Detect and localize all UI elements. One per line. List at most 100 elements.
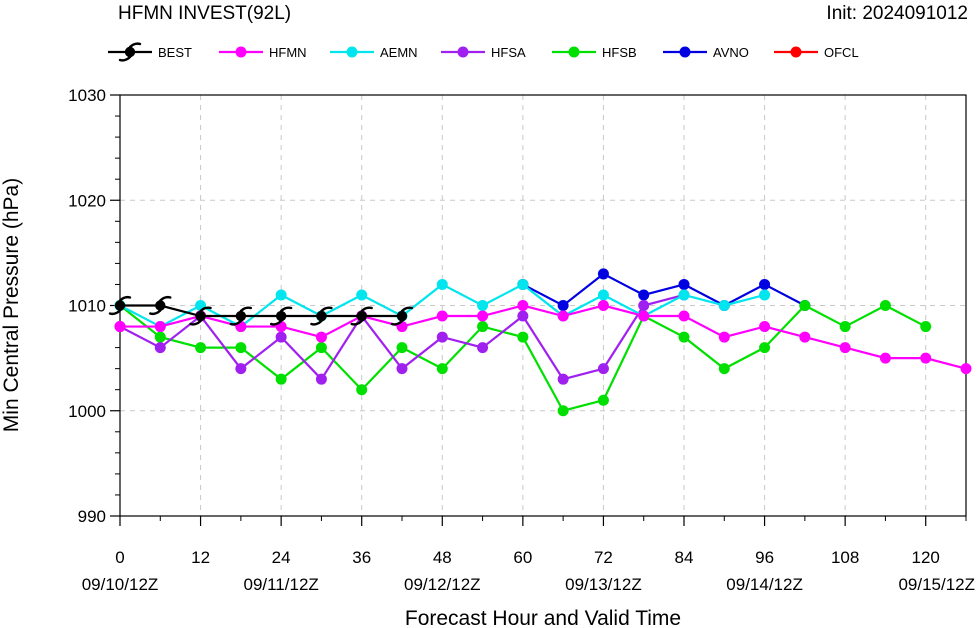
- data-point-avno: [638, 289, 650, 301]
- data-point-hfmn: [759, 321, 771, 333]
- legend-item-hfsb: HFSB: [552, 45, 637, 60]
- data-point-avno: [678, 278, 690, 290]
- data-point-hfsb: [235, 342, 247, 354]
- x-axis-label: Forecast Hour and Valid Time: [405, 607, 681, 628]
- y-tick-label: 990: [78, 507, 106, 526]
- x-tick-label: 120: [912, 548, 940, 567]
- data-point-aemn: [678, 289, 690, 301]
- x-tick-label: 12: [191, 548, 210, 567]
- legend-marker: [790, 46, 802, 58]
- date-label: 09/10/12Z: [82, 575, 159, 594]
- legend-label: AVNO: [713, 45, 749, 60]
- data-point-hfsb: [436, 363, 448, 375]
- data-point-hfsa: [436, 331, 448, 343]
- legend-item-hfsa: HFSA: [441, 45, 526, 60]
- series-line-best: [120, 304, 402, 318]
- data-point-hfsb: [920, 321, 932, 333]
- data-point-hfmn: [154, 321, 166, 333]
- data-point-aemn: [517, 278, 529, 290]
- x-tick-label: 84: [675, 548, 694, 567]
- data-point-hfsb: [879, 300, 891, 311]
- data-point-avno: [759, 278, 771, 290]
- legend: BEST HFMN AEMN HFSA HFSB AVNO OFCL: [108, 42, 859, 62]
- legend-marker: [235, 46, 247, 58]
- data-point-hfmn: [436, 310, 448, 322]
- legend-label: OFCL: [824, 45, 859, 60]
- data-point-aemn: [356, 289, 368, 301]
- legend-marker: [346, 46, 358, 58]
- data-point-aemn: [759, 289, 771, 301]
- data-point-hfsb: [396, 342, 408, 354]
- init-label: Init: 2024091012: [826, 3, 968, 24]
- data-point-hfsa: [638, 300, 650, 311]
- data-point-hfmn: [718, 331, 730, 343]
- date-label: 09/12/12Z: [404, 575, 481, 594]
- date-label: 09/14/12Z: [726, 575, 803, 594]
- data-point-hfmn: [879, 352, 891, 364]
- data-point-hfsa: [517, 310, 529, 322]
- legend-item-avno: AVNO: [663, 45, 749, 60]
- data-point-hfmn: [597, 300, 609, 311]
- series-line-avno: [522, 272, 806, 307]
- data-point-hfsb: [557, 405, 569, 417]
- data-point-hfmn: [960, 363, 972, 375]
- data-point-hfsa: [275, 331, 287, 343]
- data-point-hfmn: [920, 352, 932, 364]
- data-point-avno: [557, 300, 569, 311]
- x-tick-label: 60: [513, 548, 532, 567]
- data-point-hfsb: [315, 342, 327, 354]
- data-point-avno: [597, 268, 609, 280]
- data-point-hfsb: [195, 342, 207, 354]
- data-point-hfmn: [799, 331, 811, 343]
- data-point-hfsa: [477, 342, 489, 354]
- y-tick-label: 1030: [68, 86, 106, 105]
- x-tick-label: 48: [433, 548, 452, 567]
- data-point-hfmn: [839, 342, 851, 354]
- data-point-hfsa: [557, 373, 569, 385]
- legend-item-hfmn: HFMN: [219, 45, 307, 60]
- date-label: 09/13/12Z: [565, 575, 642, 594]
- data-point-aemn: [436, 278, 448, 290]
- data-point-hfsb: [517, 331, 529, 343]
- data-point-aemn: [597, 289, 609, 301]
- data-point-hfsb: [356, 384, 368, 396]
- data-point-hfsa: [154, 342, 166, 354]
- data-point-hfsb: [799, 300, 811, 311]
- y-tick-label: 1020: [68, 191, 106, 210]
- y-axis-label: Min Central Pressure (hPa): [0, 178, 23, 432]
- data-point-hfmn: [517, 300, 529, 311]
- legend-marker: [568, 46, 580, 58]
- legend-item-aemn: AEMN: [330, 45, 418, 60]
- data-point-hfsb: [839, 321, 851, 333]
- data-point-hfmn: [114, 321, 126, 333]
- series-line-hfmn: [120, 304, 967, 370]
- data-point-aemn: [477, 300, 489, 311]
- data-point-hfmn: [315, 331, 327, 343]
- x-tick-label: 108: [831, 548, 859, 567]
- legend-label: AEMN: [380, 45, 418, 60]
- data-point-hfsb: [759, 342, 771, 354]
- x-tick-label: 96: [755, 548, 774, 567]
- date-label: 09/11/12Z: [243, 575, 318, 594]
- legend-item-ofcl: OFCL: [774, 45, 859, 60]
- legend-label: BEST: [158, 45, 192, 60]
- data-point-aemn: [275, 289, 287, 301]
- legend-label: HFSA: [491, 45, 526, 60]
- series-best: [108, 295, 414, 326]
- legend-label: HFMN: [269, 45, 307, 60]
- y-tick-label: 1010: [68, 297, 106, 316]
- legend-marker: [457, 46, 469, 58]
- x-tick-label: 0: [115, 548, 124, 567]
- data-point-hfsa: [396, 363, 408, 375]
- data-point-hfsb: [275, 373, 287, 385]
- data-point-hfsb: [678, 331, 690, 343]
- chart-title: HFMN INVEST(92L): [118, 3, 291, 24]
- date-label: 09/15/12Z: [898, 575, 975, 594]
- data-point-hfsa: [235, 363, 247, 375]
- x-tick-label: 36: [352, 548, 371, 567]
- data-point-aemn: [718, 300, 730, 311]
- data-point-hfsb: [154, 331, 166, 343]
- data-point-hfmn: [678, 310, 690, 322]
- legend-item-best: BEST: [108, 42, 192, 62]
